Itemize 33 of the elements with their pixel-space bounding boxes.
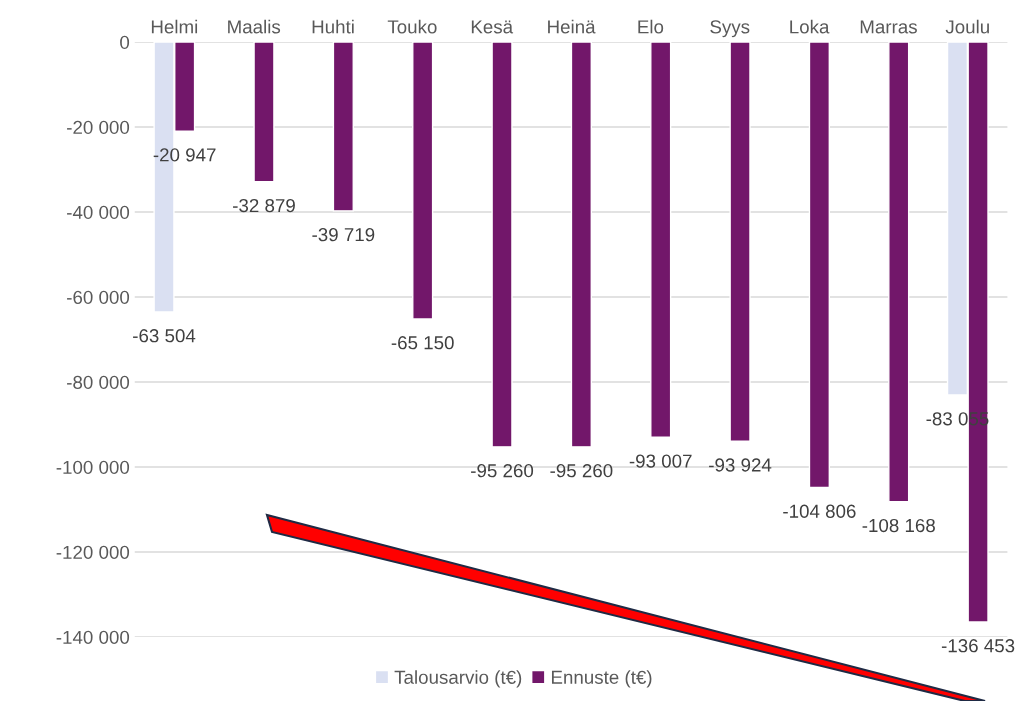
data-label: -39 719 <box>312 228 375 242</box>
y-tick-label: -120 000 <box>56 545 130 559</box>
x-tick-label: Touko <box>387 19 437 34</box>
x-tick-label: Syys <box>710 20 750 38</box>
x-tick-label: Marras <box>860 20 917 34</box>
data-label: -63 504 <box>133 329 196 343</box>
x-tick-label: Maalis <box>228 19 281 34</box>
data-label: -108 168 <box>862 518 935 533</box>
y-tick-label: -20 000 <box>67 120 130 135</box>
x-tick-label: Kesä <box>471 20 514 34</box>
y-tick-label: -60 000 <box>67 290 130 305</box>
data-label: -65 150 <box>391 336 454 350</box>
legend-label: Ennuste (t€) <box>551 670 652 688</box>
data-label: -104 806 <box>783 504 856 518</box>
x-tick-label: Elo <box>638 19 664 34</box>
data-label: -93 007 <box>629 454 692 468</box>
data-label: -136 453 <box>941 639 1015 653</box>
y-tick-label: -40 000 <box>67 205 130 220</box>
data-label: -93 924 <box>709 458 772 472</box>
y-tick-label: -80 000 <box>67 375 130 389</box>
y-tick-label: -140 000 <box>56 630 130 644</box>
x-tick-label: Heinä <box>548 19 596 34</box>
legend-label: Talousarvio (t€) <box>394 670 522 688</box>
x-tick-label: Huhti <box>312 19 354 34</box>
y-tick-label: 0 <box>120 35 130 50</box>
x-tick-label: Joulu <box>945 19 989 34</box>
y-tick-label: -100 000 <box>56 460 130 474</box>
x-tick-label: Loka <box>790 19 830 34</box>
data-label: -95 260 <box>550 464 613 478</box>
data-label: -20 947 <box>153 148 216 162</box>
data-label: -32 879 <box>233 198 295 213</box>
x-tick-label: Helmi <box>151 19 198 34</box>
data-label: -95 260 <box>471 464 534 478</box>
